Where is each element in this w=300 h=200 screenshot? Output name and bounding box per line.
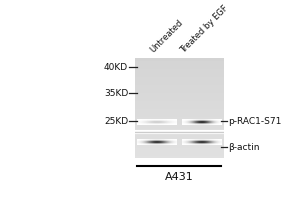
Text: 35KD: 35KD xyxy=(104,89,128,98)
Text: β-actin: β-actin xyxy=(228,143,260,152)
Text: 40KD: 40KD xyxy=(104,63,128,72)
Text: p-RAC1-S71: p-RAC1-S71 xyxy=(228,117,281,126)
Text: Treated by EGF: Treated by EGF xyxy=(179,3,230,55)
Text: A431: A431 xyxy=(165,172,194,182)
Text: Untreated: Untreated xyxy=(148,18,184,55)
Text: 25KD: 25KD xyxy=(104,117,128,126)
